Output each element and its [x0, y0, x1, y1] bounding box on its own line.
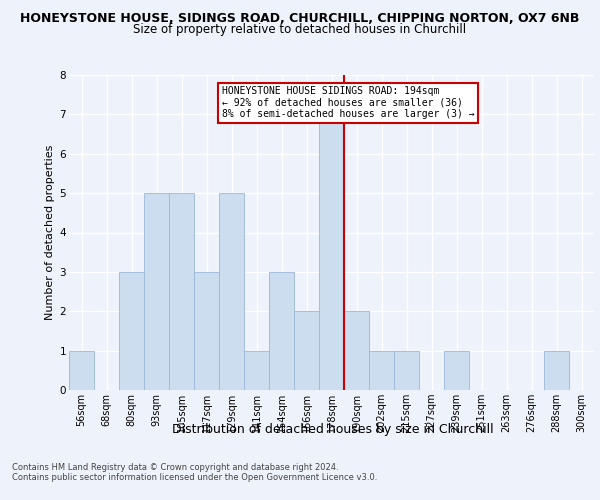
Bar [194, 272, 219, 390]
Bar [394, 350, 419, 390]
Bar [444, 350, 469, 390]
Bar [169, 193, 194, 390]
Text: Size of property relative to detached houses in Churchill: Size of property relative to detached ho… [133, 22, 467, 36]
Text: Distribution of detached houses by size in Churchill: Distribution of detached houses by size … [172, 422, 494, 436]
Bar [69, 350, 94, 390]
Bar [344, 311, 369, 390]
Bar [244, 350, 269, 390]
Y-axis label: Number of detached properties: Number of detached properties [46, 145, 55, 320]
Text: HONEYSTONE HOUSE SIDINGS ROAD: 194sqm
← 92% of detached houses are smaller (36)
: HONEYSTONE HOUSE SIDINGS ROAD: 194sqm ← … [221, 86, 474, 119]
Bar [294, 311, 319, 390]
Text: HONEYSTONE HOUSE, SIDINGS ROAD, CHURCHILL, CHIPPING NORTON, OX7 6NB: HONEYSTONE HOUSE, SIDINGS ROAD, CHURCHIL… [20, 12, 580, 26]
Bar [369, 350, 394, 390]
Text: Contains HM Land Registry data © Crown copyright and database right 2024.: Contains HM Land Registry data © Crown c… [12, 462, 338, 471]
Bar [144, 193, 169, 390]
Bar [119, 272, 144, 390]
Text: Contains public sector information licensed under the Open Government Licence v3: Contains public sector information licen… [12, 472, 377, 482]
Bar [219, 193, 244, 390]
Bar [319, 114, 344, 390]
Bar [544, 350, 569, 390]
Bar [269, 272, 294, 390]
